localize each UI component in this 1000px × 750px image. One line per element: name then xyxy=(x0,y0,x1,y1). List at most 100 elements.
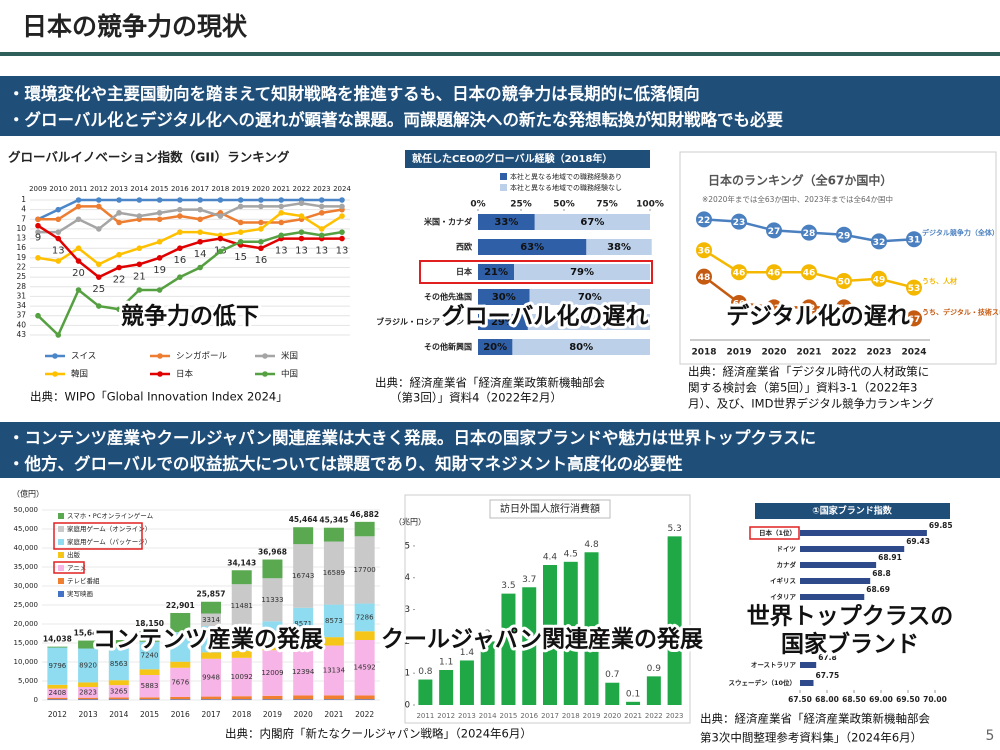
y-tick-label: 43 xyxy=(16,330,26,339)
category-label: 西欧 xyxy=(456,242,472,252)
bar-segment xyxy=(323,604,344,638)
data-label: 22 xyxy=(113,275,126,286)
x-tick-label: 2017 xyxy=(201,710,220,719)
point xyxy=(237,197,244,203)
total-label: 15,640 xyxy=(74,629,103,638)
point xyxy=(339,203,345,210)
bar-segment xyxy=(231,699,252,700)
panel-frame xyxy=(404,494,691,724)
data-label: 2823 xyxy=(79,688,97,696)
y-tick-label: 31 xyxy=(16,291,26,300)
legend-swatch xyxy=(262,353,268,359)
point xyxy=(801,264,817,281)
top-band xyxy=(0,76,1000,136)
y-tick-label: 4 xyxy=(405,573,410,583)
point xyxy=(906,279,922,296)
point xyxy=(339,229,345,235)
bar-segment xyxy=(108,685,129,698)
y-tick-label: 35,000 xyxy=(14,563,39,571)
point xyxy=(197,206,203,213)
point xyxy=(871,233,887,250)
data-label: 23 xyxy=(733,218,746,228)
legend-label: 実写映画 xyxy=(67,589,93,598)
bar xyxy=(800,530,927,536)
data-label: 9948 xyxy=(202,674,220,682)
bar-segment xyxy=(262,650,283,696)
bar-segment xyxy=(78,686,99,698)
bar-segment xyxy=(78,697,99,700)
y-tick-label: 0 xyxy=(34,696,38,704)
point xyxy=(197,229,203,235)
data-label: 68.69 xyxy=(866,585,890,594)
total-label: 25,857 xyxy=(197,590,226,599)
x-tick-label: 2024 xyxy=(901,348,926,358)
data-label: 21% xyxy=(484,267,508,278)
source: 出典：内閣府「新たなクールジャパン戦略」（2024年6月） xyxy=(225,727,532,741)
legend-swatch xyxy=(58,552,64,558)
data-label: 9796 xyxy=(48,662,66,670)
x-tick-label: 2016 xyxy=(171,185,189,193)
legend-swatch xyxy=(52,371,58,377)
line xyxy=(38,205,343,224)
source: 第3次中間整理参考資料集」（2024年6月） xyxy=(700,731,922,745)
bar-segment xyxy=(478,239,587,255)
data-label: 25 xyxy=(92,284,105,295)
bar xyxy=(418,679,433,705)
point xyxy=(339,213,345,219)
bar-segment xyxy=(47,684,68,689)
legend-label: 家庭用ゲーム（オンライン） xyxy=(67,524,151,533)
point xyxy=(278,197,285,203)
data-label: 3314 xyxy=(202,616,220,624)
bar-segment xyxy=(78,699,99,700)
data-label: 79% xyxy=(570,267,594,278)
bar-segment xyxy=(323,637,344,646)
x-tick-label: 100% xyxy=(636,200,664,210)
point xyxy=(318,210,325,216)
point xyxy=(35,312,41,319)
data-label: 15 xyxy=(234,252,247,263)
data-label: 13 xyxy=(295,246,308,257)
y-tick-label: 10 xyxy=(16,224,26,233)
point xyxy=(906,231,922,248)
point xyxy=(278,203,285,210)
data-label: 63% xyxy=(520,242,544,253)
legend-label: スマホ・PCオンラインゲーム xyxy=(67,511,154,520)
point xyxy=(156,255,163,261)
legend-swatch xyxy=(500,184,507,191)
data-label: 28 xyxy=(803,229,816,239)
data-label: 20 xyxy=(72,268,85,279)
data-label: 2408 xyxy=(48,689,66,697)
x-tick-label: 2012 xyxy=(437,712,455,720)
point xyxy=(217,235,224,242)
x-tick-label: 2020 xyxy=(294,710,313,719)
point xyxy=(278,232,285,239)
total-label: 46,882 xyxy=(350,510,379,519)
data-label: 13 xyxy=(275,246,288,257)
legend-label: 出版 xyxy=(67,550,81,559)
point xyxy=(801,224,817,241)
bullet: ・グローバル化とデジタル化への遅れが顕著な課題。両課題解決への新たな発想転換が知… xyxy=(8,110,783,130)
y-tick-label: 16 xyxy=(16,243,26,252)
point xyxy=(258,226,264,232)
bullet: ・他方、グローバルでの収益拡大については課題であり、知財マネジメント高度化の必要… xyxy=(8,454,683,474)
y-tick-label: 40 xyxy=(16,320,26,329)
y-tick-label: 1 xyxy=(21,195,26,204)
data-label: 62 xyxy=(803,304,816,314)
bar-segment xyxy=(262,559,283,579)
bullet: ・コンテンツ産業やクールジャパン関連産業は大きく発展。日本の国家ブランドや魅力は… xyxy=(8,428,816,448)
y-tick-label: 3 xyxy=(405,605,410,615)
data-label: 31 xyxy=(908,236,921,246)
bar-segment xyxy=(201,601,221,614)
point xyxy=(237,229,244,235)
point xyxy=(156,197,163,203)
bar-segment xyxy=(78,682,99,687)
x-tick-label: 2015 xyxy=(140,710,159,719)
bar-segment xyxy=(262,699,283,700)
x-tick-label: 2018 xyxy=(232,710,251,719)
point xyxy=(237,238,244,245)
title-box xyxy=(489,499,611,519)
data-label: 46 xyxy=(768,269,781,279)
data-label: 8571 xyxy=(294,620,312,628)
bar xyxy=(667,536,682,705)
